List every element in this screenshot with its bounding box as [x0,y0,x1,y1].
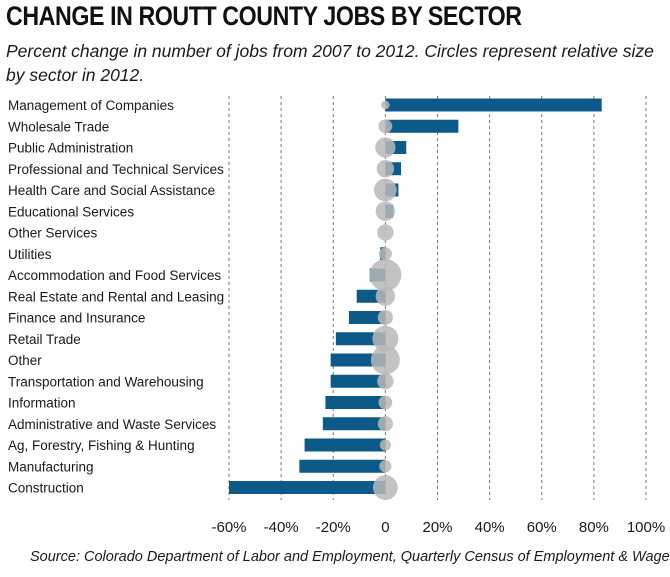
category-label: Retail Trade [8,332,81,347]
category-label: Ag, Forestry, Fishing & Hunting [8,438,195,453]
category-label: Utilities [8,247,52,262]
size-circle-information [378,395,393,410]
size-circle-accommodation-and-food-services [369,259,402,291]
category-label: Finance and Insurance [8,311,145,326]
bar-management-of-companies [385,98,602,112]
size-circle-wholesale-trade [378,119,393,134]
size-circle-educational-services [375,201,396,221]
size-circle-ag-forestry-fishing-and-hunting [379,439,391,451]
category-label: Educational Services [8,204,134,219]
chart-subtitle: Percent change in number of jobs from 20… [6,41,654,85]
category-labels: Management of Companies Wholesale Trade Pu… [8,98,224,496]
x-tick-label: 40% [475,519,505,536]
category-label: Information [8,396,76,411]
x-tick-label: -40% [264,519,299,536]
category-label: Construction [8,481,84,496]
size-circles [369,100,402,500]
x-tick-label: -20% [316,519,351,536]
size-circle-administrative-and-waste-services [377,416,393,432]
bar-administrative-and-waste-services [322,417,386,431]
x-axis-ticks: -60% -40% -20% 0 20% 40% 60% 80% 100% [211,519,665,536]
x-tick-label: 60% [527,519,557,536]
size-circle-finance-and-insurance [377,309,393,326]
bar-manufacturing [299,459,386,473]
category-label: Transportation and Warehousing [8,374,204,389]
size-circle-other-services [377,224,394,241]
category-label: Administrative and Waste Services [8,417,216,432]
category-label: Real Estate and Rental and Leasing [8,289,224,304]
size-circle-construction [372,475,398,500]
source-note: Source: Colorado Department of Labor and… [30,549,670,565]
grid-lines [228,96,647,500]
x-tick-label: 100% [627,519,665,536]
category-label: Manufacturing [8,459,94,474]
category-label: Health Care and Social Assistance [8,183,215,198]
x-tick-label: 20% [422,519,452,536]
category-label: Public Administration [8,141,133,156]
category-label: Other Services [8,226,98,241]
size-circle-transportation-and-warehousing [377,373,394,390]
size-circle-management-of-companies [381,100,390,110]
size-circle-retail-trade [372,325,399,352]
category-label: Management of Companies [8,98,174,113]
bar-information [325,396,386,409]
chart-title: CHANGE IN ROUTT COUNTY JOBS BY SECTOR [6,1,522,31]
bar-wholesale-trade [385,119,459,133]
size-circle-professional-and-technical-services [376,160,395,178]
x-tick-label: -60% [211,519,246,536]
bar-finance-and-insurance [348,311,386,324]
size-circle-public-administration [375,137,396,158]
category-label: Wholesale Trade [8,119,109,134]
x-tick-label: 80% [579,519,609,536]
size-circle-manufacturing [379,460,392,473]
size-circle-other [370,345,400,375]
category-label: Professional and Technical Services [8,162,224,177]
bars [229,98,602,494]
bar-transportation-and-warehousing [330,374,386,388]
x-tick-label: 0 [381,519,389,536]
size-circle-health-care-and-social-assistance [374,178,397,202]
category-label: Accommodation and Food Services [8,268,221,283]
bar-construction [229,481,386,494]
size-circle-real-estate-and-rental-and-leasing [375,286,396,306]
category-label: Other [8,353,42,368]
bar-ag-forestry-fishing-and-hunting [304,438,386,452]
size-circle-utilities [378,247,392,261]
